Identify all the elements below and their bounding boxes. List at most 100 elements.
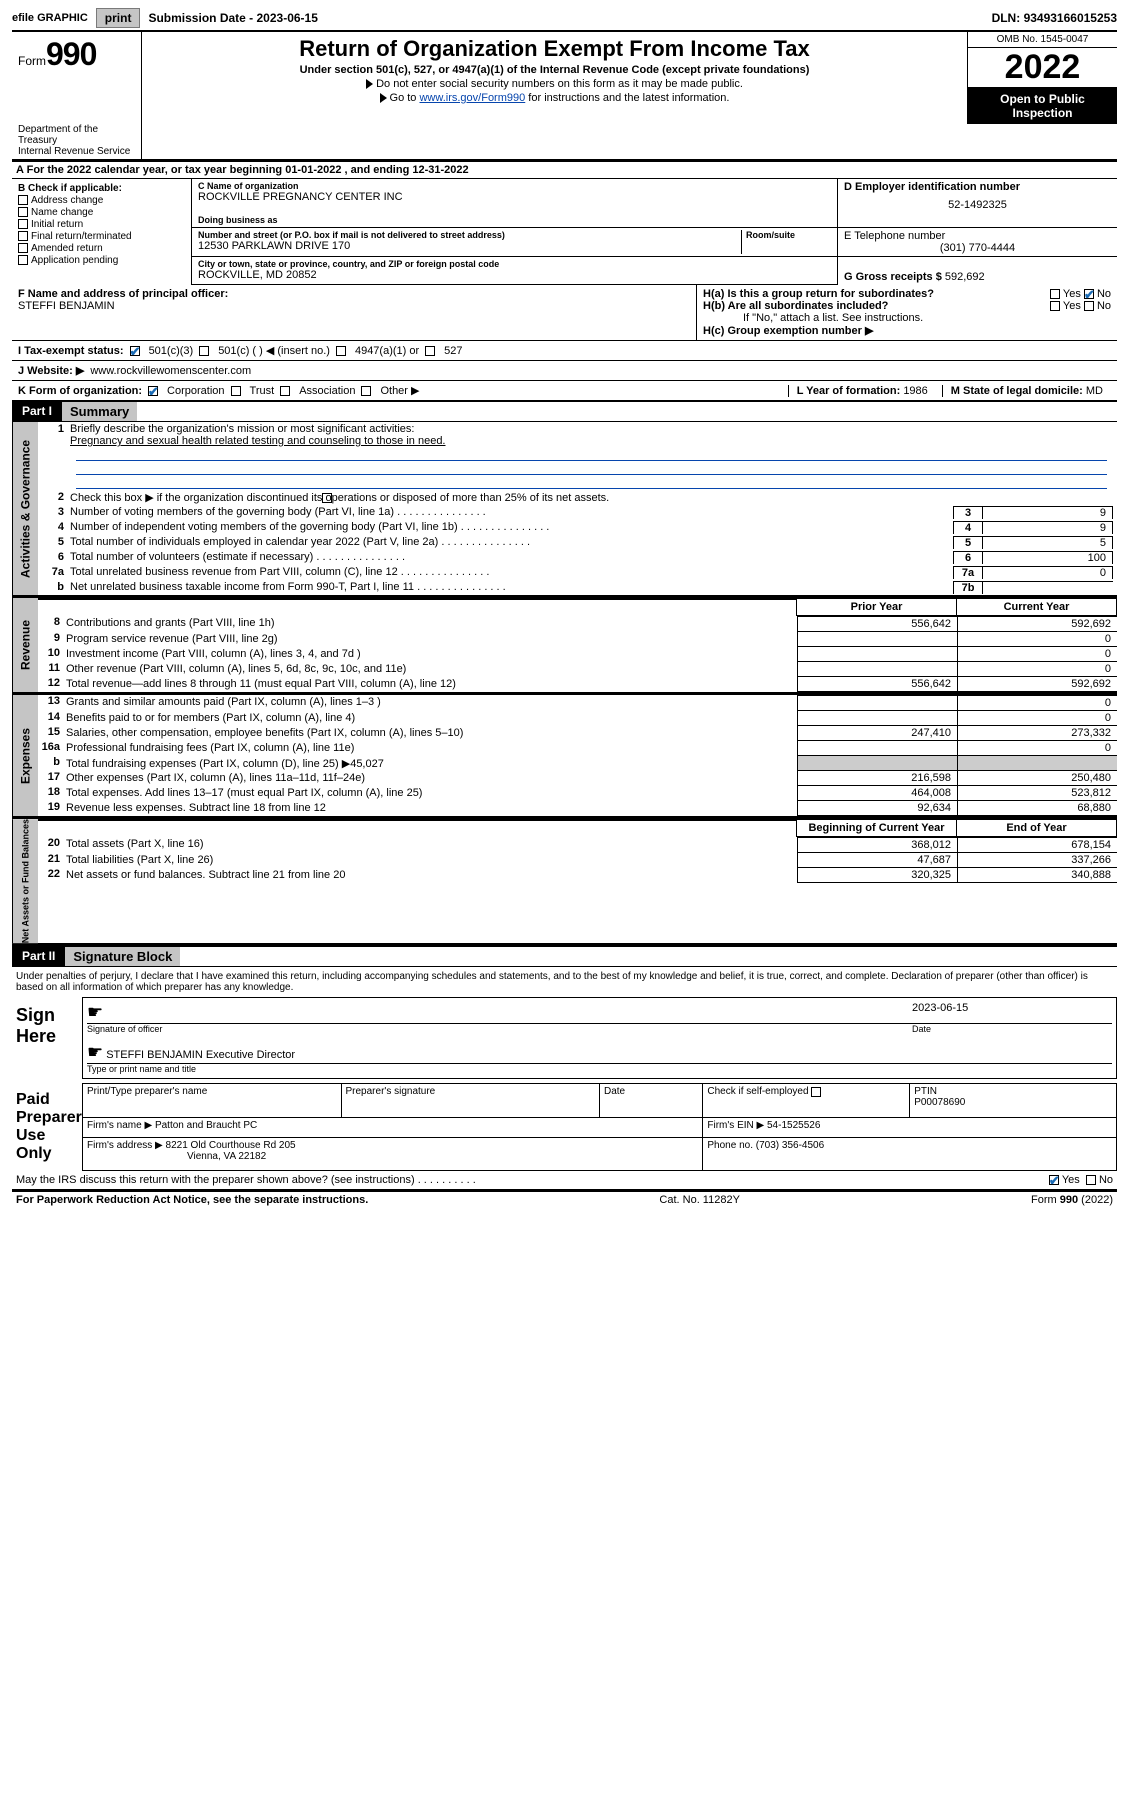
q1-label: Briefly describe the organization's miss… — [70, 423, 414, 435]
data-row: 8Contributions and grants (Part VIII, li… — [38, 616, 1117, 632]
gov-row: 7aTotal unrelated business revenue from … — [38, 565, 1117, 580]
k-org-row: K Form of organization: Corporation Trus… — [12, 381, 1117, 401]
cb-address-change[interactable]: Address change — [18, 195, 185, 206]
footer-right: Form 990 (2022) — [1031, 1194, 1113, 1206]
gov-row: 5Total number of individuals employed in… — [38, 535, 1117, 550]
cb-other[interactable] — [361, 386, 371, 396]
box-c-label: C Name of organization — [198, 181, 831, 191]
dept-cell: Department of the Treasury Internal Reve… — [12, 124, 142, 159]
officer-printed-name: STEFFI BENJAMIN Executive Director — [106, 1049, 295, 1061]
state-domicile: MD — [1086, 385, 1103, 397]
data-row: 19Revenue less expenses. Subtract line 1… — [38, 801, 1117, 816]
firm-phone: (703) 356-4506 — [756, 1140, 824, 1151]
website-row: J Website: ▶ www.rockvillewomenscenter.c… — [12, 361, 1117, 381]
year-formation: 1986 — [903, 385, 927, 397]
may-irs-discuss: May the IRS discuss this return with the… — [12, 1171, 1117, 1191]
paid-preparer-label: Paid Preparer Use Only — [12, 1083, 82, 1171]
entity-block: B Check if applicable: Address change Na… — [12, 179, 1117, 285]
telephone: (301) 770-4444 — [844, 242, 1111, 254]
triangle-icon — [380, 93, 387, 103]
row-f-h: F Name and address of principal officer:… — [12, 285, 1117, 341]
page-footer: For Paperwork Reduction Act Notice, see … — [12, 1191, 1117, 1208]
cb-trust[interactable] — [231, 386, 241, 396]
gov-row: 6Total number of volunteers (estimate if… — [38, 550, 1117, 565]
form-id-cell: Form990 — [12, 32, 142, 124]
dln: DLN: 93493166015253 — [992, 11, 1117, 25]
irs-link[interactable]: www.irs.gov/Form990 — [419, 92, 525, 104]
data-row: bTotal fundraising expenses (Part IX, co… — [38, 756, 1117, 771]
hb-yes-cb[interactable] — [1050, 301, 1060, 311]
cb-self-employed[interactable] — [811, 1087, 821, 1097]
part1-title: Summary — [62, 402, 137, 421]
firm-addr2: Vienna, VA 22182 — [187, 1151, 266, 1162]
addr-label: Number and street (or P.O. box if mail i… — [198, 230, 741, 240]
org-name: ROCKVILLE PREGNANCY CENTER INC — [198, 191, 831, 203]
cb-final-return[interactable]: Final return/terminated — [18, 231, 185, 242]
triangle-icon — [366, 79, 373, 89]
print-button[interactable]: print — [96, 8, 141, 28]
officer-name: STEFFI BENJAMIN — [18, 300, 690, 312]
part2-header: Part II — [12, 947, 65, 966]
data-row: 10Investment income (Part VIII, column (… — [38, 647, 1117, 662]
hb-no-cb[interactable] — [1084, 301, 1094, 311]
hdr-current: Current Year — [957, 598, 1117, 616]
data-row: 12Total revenue—add lines 8 through 11 (… — [38, 677, 1117, 692]
form-title: Return of Organization Exempt From Incom… — [150, 36, 959, 62]
cb-assoc[interactable] — [280, 386, 290, 396]
subtitle-3: Go to www.irs.gov/Form990 for instructio… — [150, 92, 959, 104]
cb-initial-return[interactable]: Initial return — [18, 219, 185, 230]
room-label: Room/suite — [746, 230, 831, 240]
data-row: 13Grants and similar amounts paid (Part … — [38, 695, 1117, 711]
open-inspection: Open to Public Inspection — [968, 88, 1117, 124]
data-row: 20Total assets (Part X, line 16) 368,012… — [38, 837, 1117, 853]
vtab-revenue: Revenue — [12, 598, 38, 692]
firm-name: Patton and Braucht PC — [155, 1120, 257, 1131]
cb-corp[interactable] — [148, 386, 158, 396]
ha-yes-cb[interactable] — [1050, 289, 1060, 299]
ptin-value: P00078690 — [914, 1097, 965, 1108]
firm-addr1: 8221 Old Courthouse Rd 205 — [166, 1140, 296, 1151]
city-label: City or town, state or province, country… — [198, 259, 831, 269]
form-header: Form990 Return of Organization Exempt Fr… — [12, 32, 1117, 124]
tax-year: 2022 — [968, 48, 1117, 88]
cb-527[interactable] — [425, 346, 435, 356]
may-yes-cb[interactable] — [1049, 1175, 1059, 1185]
may-no-cb[interactable] — [1086, 1175, 1096, 1185]
firm-ein: 54-1525526 — [767, 1120, 820, 1131]
data-row: 15Salaries, other compensation, employee… — [38, 726, 1117, 741]
data-row: 17Other expenses (Part IX, column (A), l… — [38, 771, 1117, 786]
vtab-expenses: Expenses — [12, 695, 38, 816]
footer-left: For Paperwork Reduction Act Notice, see … — [16, 1194, 368, 1206]
data-row: 9Program service revenue (Part VIII, lin… — [38, 632, 1117, 647]
title-cell: Return of Organization Exempt From Incom… — [142, 32, 967, 124]
mission-text: Pregnancy and sexual health related test… — [70, 435, 446, 447]
year-cell: OMB No. 1545-0047 2022 Open to Public In… — [967, 32, 1117, 124]
box-b: B Check if applicable: Address change Na… — [12, 179, 192, 285]
cb-name-change[interactable]: Name change — [18, 207, 185, 218]
gov-row: bNet unrelated business taxable income f… — [38, 580, 1117, 595]
footer-mid: Cat. No. 11282Y — [659, 1194, 740, 1206]
website-value: www.rockvillewomenscenter.com — [90, 365, 251, 377]
dba-label: Doing business as — [198, 215, 831, 225]
subtitle-1: Under section 501(c), 527, or 4947(a)(1)… — [150, 64, 959, 76]
city-state-zip: ROCKVILLE, MD 20852 — [198, 269, 831, 281]
cb-4947[interactable] — [336, 346, 346, 356]
line-a-calendar-year: A For the 2022 calendar year, or tax yea… — [12, 162, 1117, 179]
part2-title: Signature Block — [65, 947, 180, 966]
cb-amended[interactable]: Amended return — [18, 243, 185, 254]
h-a: H(a) Is this a group return for subordin… — [703, 288, 1111, 300]
gross-receipts: 592,692 — [945, 271, 985, 283]
efile-label: efile GRAPHIC — [12, 12, 88, 24]
cb-501c3[interactable] — [130, 346, 140, 356]
declaration-text: Under penalties of perjury, I declare th… — [12, 967, 1117, 997]
ein-value: 52-1492325 — [844, 193, 1111, 217]
q2-checkbox[interactable] — [322, 493, 332, 503]
cb-501c[interactable] — [199, 346, 209, 356]
ha-no-cb[interactable] — [1084, 289, 1094, 299]
vtab-net-assets: Net Assets or Fund Balances — [12, 819, 38, 943]
part1-header: Part I — [12, 402, 62, 421]
box-d-label: D Employer identification number — [844, 181, 1111, 193]
gov-row: 3Number of voting members of the governi… — [38, 505, 1117, 520]
data-row: 18Total expenses. Add lines 13–17 (must … — [38, 786, 1117, 801]
cb-app-pending[interactable]: Application pending — [18, 255, 185, 266]
